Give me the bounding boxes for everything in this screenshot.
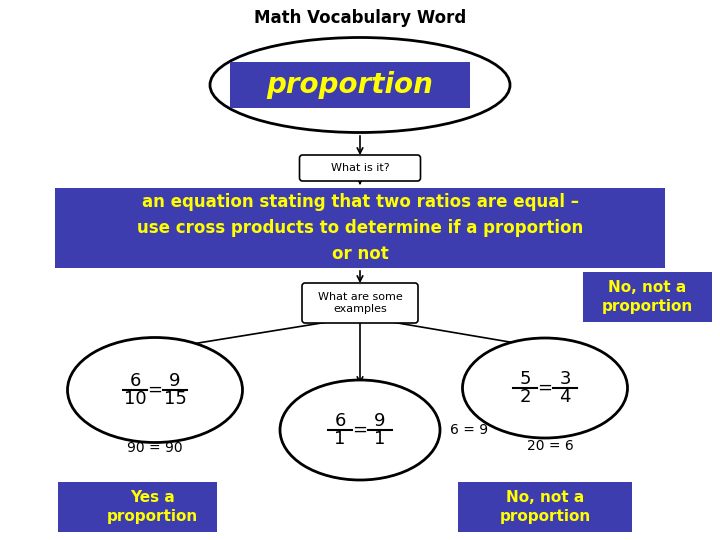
- Text: 6: 6: [334, 412, 346, 430]
- Text: 2: 2: [519, 388, 531, 406]
- Text: 5: 5: [519, 370, 531, 388]
- FancyBboxPatch shape: [55, 188, 665, 268]
- Text: an equation stating that two ratios are equal –
use cross products to determine : an equation stating that two ratios are …: [137, 193, 583, 262]
- Text: 15: 15: [163, 390, 186, 408]
- Text: =: =: [148, 381, 163, 399]
- Text: 20 = 6: 20 = 6: [526, 439, 573, 453]
- Text: 9: 9: [169, 372, 181, 390]
- Text: 1: 1: [374, 430, 386, 448]
- Ellipse shape: [462, 338, 628, 438]
- FancyBboxPatch shape: [583, 272, 712, 322]
- Text: proportion: proportion: [266, 71, 433, 99]
- Text: Math Vocabulary Word: Math Vocabulary Word: [254, 9, 466, 27]
- FancyBboxPatch shape: [300, 155, 420, 181]
- Text: =: =: [353, 421, 367, 439]
- Text: 6 = 9: 6 = 9: [450, 423, 488, 437]
- Text: 90 = 90: 90 = 90: [127, 441, 183, 455]
- FancyBboxPatch shape: [458, 482, 632, 532]
- Text: 1: 1: [334, 430, 346, 448]
- Text: What are some
examples: What are some examples: [318, 292, 402, 314]
- Text: No, not a
proportion: No, not a proportion: [601, 280, 693, 314]
- Ellipse shape: [68, 338, 243, 442]
- FancyBboxPatch shape: [58, 482, 217, 532]
- FancyBboxPatch shape: [302, 283, 418, 323]
- Text: No, not a
proportion: No, not a proportion: [500, 490, 590, 524]
- Text: What is it?: What is it?: [330, 163, 390, 173]
- Text: 6: 6: [130, 372, 140, 390]
- Text: 4: 4: [559, 388, 571, 406]
- Ellipse shape: [280, 380, 440, 480]
- FancyBboxPatch shape: [230, 62, 470, 108]
- Text: Yes a
proportion: Yes a proportion: [107, 490, 197, 524]
- Text: 10: 10: [124, 390, 146, 408]
- Text: 9: 9: [374, 412, 386, 430]
- Ellipse shape: [210, 37, 510, 132]
- Text: =: =: [538, 379, 552, 397]
- Text: 3: 3: [559, 370, 571, 388]
